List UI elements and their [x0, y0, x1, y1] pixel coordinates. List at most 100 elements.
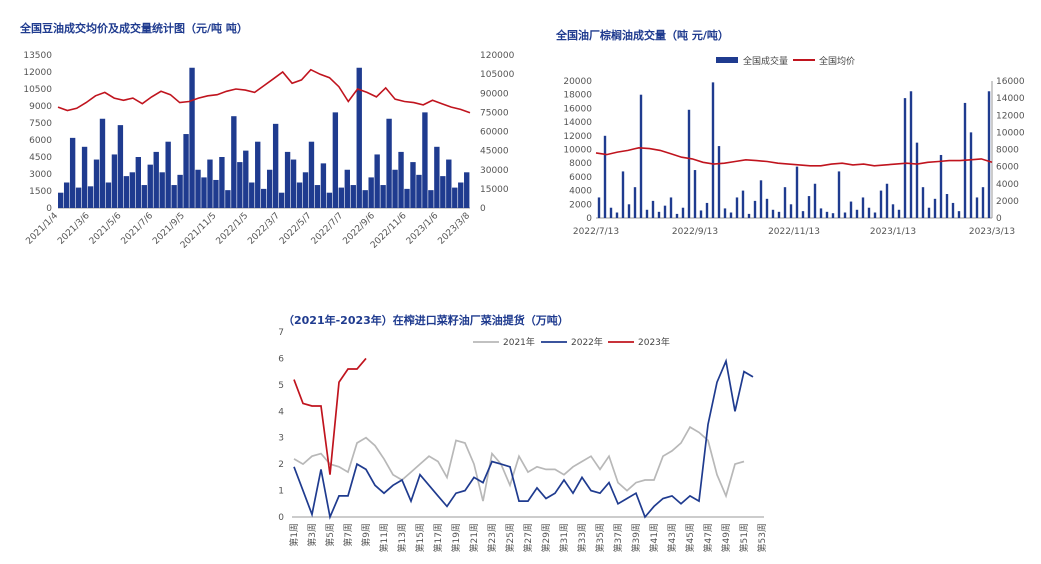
chart1-volume-bar	[338, 187, 345, 208]
chart1-volume-bar	[302, 172, 309, 208]
chart3-x-tick-label: 第33周	[576, 523, 588, 552]
chart1-volume-bar	[195, 169, 201, 208]
chart3-legend-label: 2021年	[503, 336, 535, 348]
chart2-volume-bar	[723, 208, 727, 218]
chart2-volume-bar	[627, 204, 631, 218]
chart3-y-tick-label: 0	[278, 513, 284, 523]
chart2-volume-bar	[837, 171, 841, 218]
chart1-volume-bar	[386, 118, 392, 208]
chart2-volume-bar	[705, 202, 709, 218]
chart1-volume-bar	[458, 182, 464, 208]
chart3-x-tick-label: 第37周	[612, 523, 624, 552]
chart2-volume-bar	[987, 91, 991, 218]
chart2-volume-bar	[843, 212, 847, 218]
chart1-volume-bar	[422, 112, 428, 208]
chart2-volume-bar	[933, 198, 937, 218]
chart1-volume-bar	[314, 185, 321, 208]
chart1-x-tick-label: 2022/5/7	[278, 211, 314, 247]
chart3-y-tick-label: 2	[278, 460, 284, 470]
chart2-volume-bar	[603, 135, 607, 218]
chart2-volume-bar	[831, 213, 835, 218]
chart3-x-tick-label: 第23周	[486, 523, 498, 552]
chart1-volume-bar	[272, 123, 279, 208]
chart2-volume-bar	[657, 211, 661, 218]
chart2-volume-bar	[813, 183, 817, 218]
chart1-volume-bar	[213, 179, 219, 208]
chart2-volume-bar	[795, 166, 799, 218]
chart1-right-tick-label: 90000	[480, 89, 509, 99]
chart1-volume-bar	[344, 169, 350, 208]
chart2-volume-bar	[891, 204, 895, 218]
chart2-volume-bar	[951, 202, 955, 218]
chart3-y-tick-label: 1	[278, 487, 284, 497]
chart1-svg: 0 1500 3000 4500 6000 7500 9000 10500 12000 13500…	[23, 51, 515, 251]
chart1-volume-bar	[93, 159, 100, 208]
chart1-volume-bar	[464, 172, 470, 208]
chart1-volume-bar	[356, 67, 362, 208]
chart2-right-tick-label: 6000	[996, 163, 1019, 173]
chart1-volume-bar	[428, 190, 434, 208]
chart1-x-tick-label: 2023/3/8	[436, 211, 472, 247]
chart3-x-tick-label: 第53周	[756, 523, 768, 552]
chart2-volume-bar	[819, 208, 823, 218]
chart3-x-tick-label: 第5周	[324, 523, 336, 547]
chart1-left-tick-label: 12000	[23, 68, 52, 78]
chart2-right-tick-label: 14000	[996, 94, 1025, 104]
chart2-volume-bar	[915, 142, 919, 218]
chart2-volume-bar	[645, 209, 649, 218]
chart3-x-tick-label: 第9周	[360, 523, 372, 547]
chart2-volume-bar	[861, 197, 865, 218]
chart2-left-tick-label: 20000	[563, 77, 592, 87]
chart1-right-tick-label: 45000	[480, 147, 509, 157]
chart2-volume-bar	[807, 196, 811, 218]
chart2-legend-label: 全国均价	[819, 55, 855, 67]
chart2-volume-bar	[687, 109, 691, 218]
chart1-volume-bar	[58, 192, 64, 208]
chart1-volume-bar	[380, 185, 386, 208]
chart1-left-tick-label: 0	[46, 204, 52, 214]
chart1-volume-bar	[255, 141, 261, 208]
chart1-left-tick-label: 4500	[29, 153, 52, 163]
chart1-left-tick-label: 10500	[23, 85, 52, 95]
chart1-volume-bar	[171, 185, 177, 208]
chart3-title: （2021年-2023年）在榨进口菜籽油厂菜油提货（万吨）	[283, 314, 569, 327]
chart1-volume-bar	[398, 151, 404, 208]
chart2-volume-bar	[717, 146, 721, 218]
chart1-x-tick-label: 2021/1/4	[24, 211, 60, 247]
chart2-right-tick-label: 8000	[996, 146, 1019, 156]
chart1-volume-bar	[290, 159, 297, 208]
chart1-volume-bar	[434, 146, 440, 208]
chart3-legend-label: 2022年	[571, 336, 603, 348]
chart2-volume-bar	[885, 183, 889, 218]
chart2-volume-bar	[879, 190, 883, 218]
chart3-y-tick-label: 5	[278, 381, 284, 391]
chart2-volume-bar	[633, 187, 637, 218]
chart2-volume-bar	[981, 187, 985, 218]
chart1-volume-bar	[129, 172, 136, 208]
chart1-left-tick-label: 7500	[29, 119, 52, 129]
chart1-volume-bar	[416, 174, 422, 208]
chart2-volume-bar	[693, 170, 697, 218]
chart2-volume-bar	[729, 212, 733, 218]
chart1-volume-bar	[105, 182, 112, 208]
chart2-volume-bar	[765, 198, 769, 218]
chart1-left-tick-label: 6000	[29, 136, 52, 146]
chart1-left-tick-label: 13500	[23, 51, 52, 61]
chart2-volume-bar	[849, 201, 853, 218]
chart2-right-tick-label: 2000	[996, 197, 1019, 207]
chart3-series-line-3	[293, 357, 367, 475]
chart3-y-tick-label: 6	[278, 354, 284, 364]
chart2-volume-bar	[789, 204, 793, 218]
chart1-volume-bar	[75, 187, 82, 208]
chart1-volume-bar	[201, 177, 207, 208]
chart3-x-tick-label: 第43周	[666, 523, 678, 552]
chart1-volume-bar	[452, 187, 458, 208]
chart2-left-tick-label: 2000	[569, 200, 592, 210]
chart2-volume-bar	[975, 197, 979, 218]
chart1-right-tick-label: 105000	[480, 70, 515, 80]
chart1-volume-bar	[320, 163, 327, 208]
chart2-right-tick-label: 12000	[996, 111, 1025, 121]
chart2-volume-bar	[759, 180, 763, 218]
chart2-volume-bar	[699, 210, 703, 218]
chart1-volume-bar	[177, 174, 183, 208]
